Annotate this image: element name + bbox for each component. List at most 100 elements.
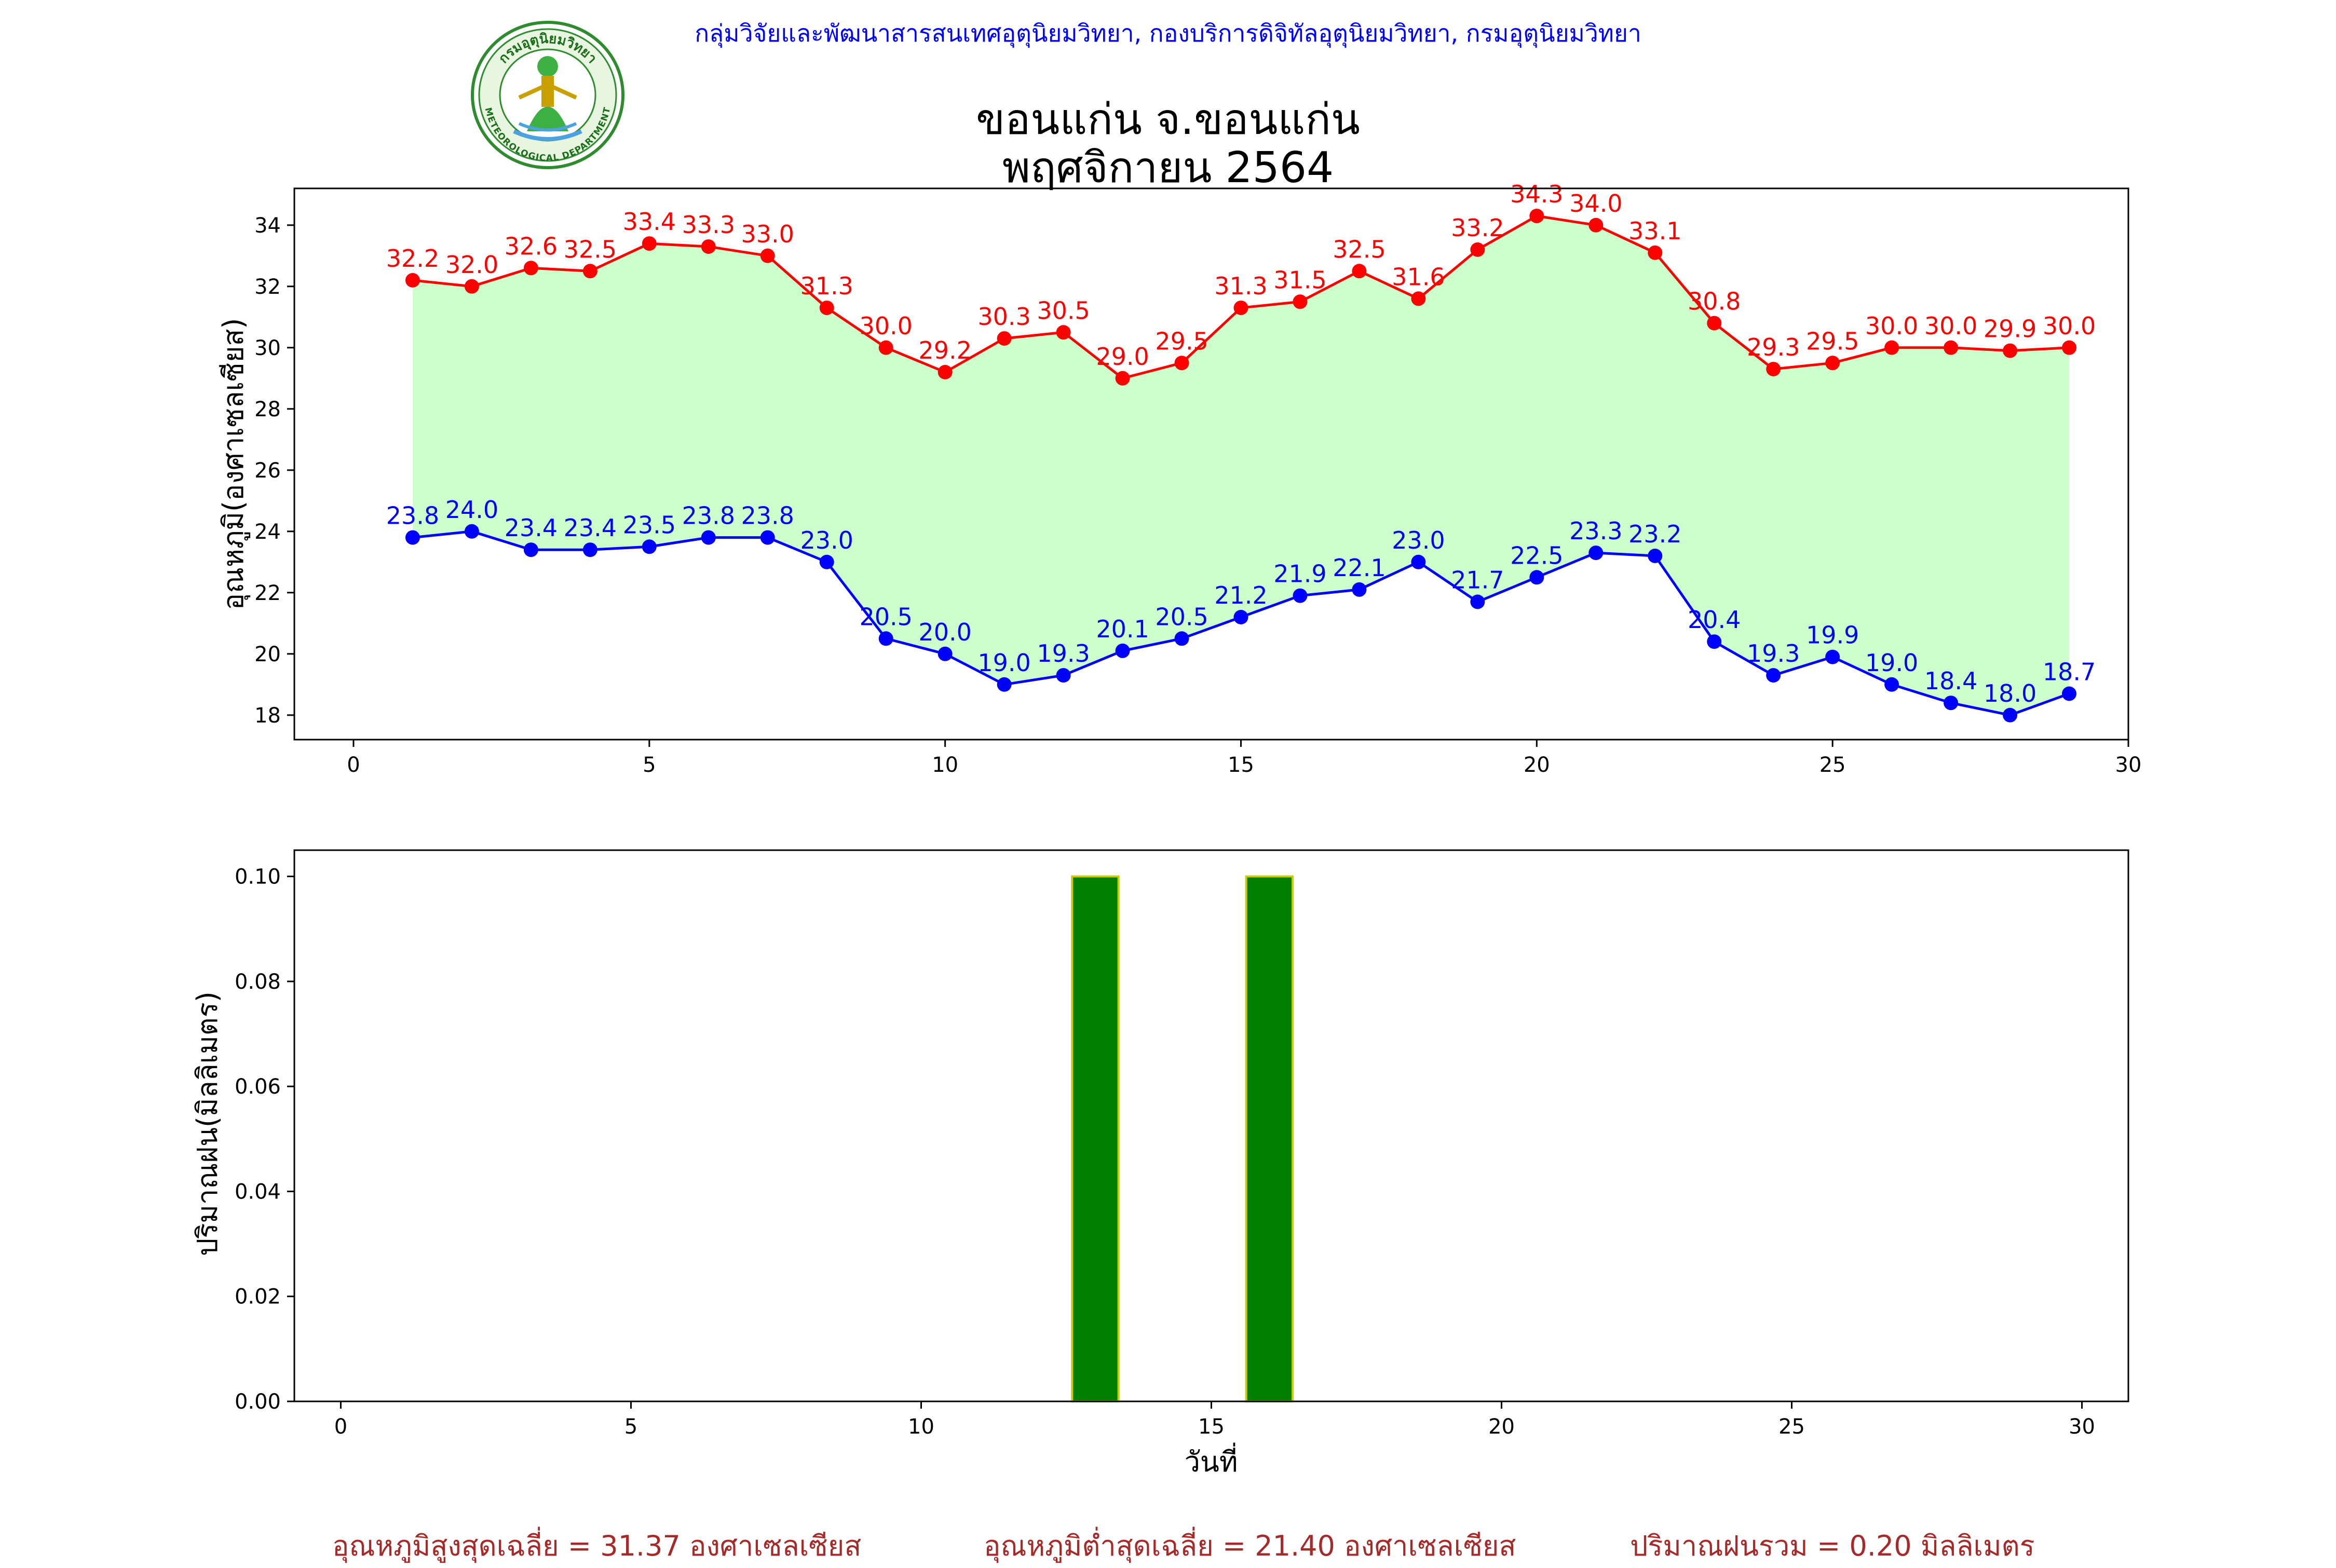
min-temperature-point — [582, 542, 597, 557]
max-temperature-data-label: 32.0 — [445, 251, 498, 279]
max-temperature-point — [760, 248, 775, 263]
min-temperature-data-label: 23.8 — [741, 502, 794, 530]
rainfall-y-tick-label: 0.02 — [235, 1285, 281, 1309]
max-temperature-point — [464, 279, 479, 294]
footer-total-rainfall: ปริมาณฝนรวม = 0.20 มิลลิเมตร — [1630, 1530, 2035, 1562]
max-temperature-point — [642, 236, 657, 251]
min-temperature-data-label: 18.0 — [1984, 679, 2036, 707]
max-temperature-point — [1115, 371, 1130, 386]
rainfall-x-tick-label: 30 — [2069, 1415, 2095, 1439]
max-temperature-point — [1884, 340, 1899, 355]
max-temperature-point — [1470, 242, 1485, 257]
min-temperature-point — [1648, 549, 1663, 563]
min-temperature-point — [938, 646, 953, 661]
max-temperature-point — [1352, 264, 1367, 279]
temperature-y-tick-label: 20 — [254, 643, 281, 666]
max-temperature-point — [523, 261, 538, 276]
max-temperature-data-label: 30.5 — [1037, 296, 1090, 324]
max-temperature-point — [1588, 217, 1604, 233]
min-temperature-point — [523, 542, 538, 557]
temperature-y-tick-label: 32 — [254, 275, 281, 299]
min-temperature-data-label: 22.1 — [1333, 554, 1386, 582]
temperature-x-tick-label: 0 — [347, 753, 360, 777]
max-temperature-point — [1293, 294, 1308, 309]
min-temperature-point — [1233, 610, 1248, 624]
max-temperature-data-label: 32.5 — [564, 235, 617, 263]
min-temperature-point — [1529, 570, 1544, 585]
max-temperature-data-label: 33.0 — [741, 220, 794, 248]
min-temperature-data-label: 23.5 — [623, 511, 676, 539]
min-temperature-data-label: 21.7 — [1451, 566, 1504, 594]
chart-title-station: ขอนแก่น จ.ขอนแก่น — [975, 95, 1360, 144]
temperature-y-tick-label: 34 — [254, 214, 281, 238]
max-temperature-data-label: 32.2 — [386, 244, 439, 272]
max-temperature-point — [878, 340, 893, 355]
min-temperature-point — [464, 524, 479, 539]
min-temperature-data-label: 18.7 — [2043, 658, 2096, 686]
max-temperature-data-label: 31.3 — [800, 272, 853, 300]
min-temperature-point — [405, 530, 420, 545]
rainfall-x-axis-label: วันที่ — [1185, 1442, 1238, 1478]
min-temperature-point — [878, 631, 893, 646]
temperature-y-tick-label: 24 — [254, 520, 281, 544]
min-temperature-point — [1411, 554, 1426, 569]
min-temperature-data-label: 23.3 — [1569, 517, 1622, 545]
max-temperature-point — [1825, 356, 1840, 371]
organization-header: กลุ่มวิจัยและพัฒนาสารสนเทศอุตุนิยมวิทยา,… — [695, 19, 1641, 47]
max-temperature-data-label: 34.0 — [1569, 189, 1622, 217]
min-temperature-point — [1352, 582, 1367, 597]
footer-avg-min-temperature: อุณหภูมิต่ำสุดเฉลี่ย = 21.40 องศาเซลเซีย… — [984, 1530, 1516, 1562]
max-temperature-point — [819, 301, 834, 316]
min-temperature-data-label: 19.0 — [977, 649, 1030, 677]
max-temperature-point — [1766, 362, 1781, 377]
rainfall-y-tick-label: 0.08 — [235, 970, 281, 994]
max-temperature-data-label: 29.9 — [1984, 315, 2036, 343]
temperature-range-fill — [412, 216, 2070, 715]
rainfall-chart: 0 5 10 15 20 25 30 0.00 0.02 0.04 0.06 0.08 0.10 ปร… — [191, 849, 2129, 1478]
max-temperature-point — [2062, 340, 2077, 355]
max-temperature-point — [2003, 343, 2018, 358]
min-temperature-point — [1174, 631, 1189, 646]
max-temperature-data-label: 33.3 — [682, 211, 735, 239]
max-temperature-data-label: 34.3 — [1510, 180, 1563, 208]
max-temperature-point — [405, 273, 420, 288]
min-temperature-data-label: 23.8 — [386, 502, 439, 530]
max-temperature-point — [1411, 291, 1426, 306]
rainfall-x-tick-label: 10 — [908, 1415, 934, 1439]
min-temperature-point — [642, 539, 657, 554]
min-temperature-data-label: 23.4 — [505, 514, 558, 542]
max-temperature-point — [1056, 325, 1071, 340]
rainfall-x-tick-label: 25 — [1778, 1415, 1805, 1439]
temperature-x-tick-label: 5 — [643, 753, 656, 777]
min-temperature-point — [1825, 649, 1840, 664]
max-temperature-data-label: 31.5 — [1273, 266, 1326, 294]
max-temperature-point — [1648, 245, 1663, 260]
max-temperature-data-label: 30.0 — [859, 312, 912, 340]
rainfall-bar — [1071, 875, 1120, 1402]
rainfall-bar — [1245, 875, 1294, 1402]
max-temperature-point — [1529, 209, 1544, 224]
temperature-y-tick-label: 22 — [254, 581, 281, 605]
max-temperature-point — [1174, 356, 1189, 371]
max-temperature-data-label: 29.5 — [1155, 327, 1208, 355]
max-temperature-point — [997, 331, 1012, 346]
tmd-logo-icon: กรมอุตุนิยมวิทยา METEOROLOGICAL DEPARTME… — [471, 21, 624, 169]
max-temperature-point — [1944, 340, 1959, 355]
max-temperature-data-label: 33.4 — [623, 208, 676, 236]
max-temperature-data-label: 29.2 — [918, 336, 971, 364]
min-temperature-data-label: 19.0 — [1865, 649, 1918, 677]
temperature-x-tick-label: 15 — [1228, 753, 1254, 777]
min-temperature-data-label: 19.9 — [1806, 621, 1859, 649]
min-temperature-data-label: 23.2 — [1628, 520, 1681, 548]
rainfall-y-tick-label: 0.04 — [235, 1180, 281, 1204]
max-temperature-point — [1233, 301, 1248, 316]
temperature-y-axis-label: อุณหภูมิ(องศาเซลเซียส) — [217, 318, 251, 610]
max-temperature-data-label: 29.0 — [1096, 343, 1149, 371]
rainfall-x-tick-label: 20 — [1488, 1415, 1515, 1439]
min-temperature-point — [997, 677, 1012, 692]
max-temperature-data-label: 30.0 — [1924, 312, 1977, 340]
temperature-y-tick-label: 28 — [254, 398, 281, 421]
max-temperature-data-label: 31.3 — [1214, 272, 1267, 300]
min-temperature-data-label: 21.9 — [1273, 560, 1326, 588]
